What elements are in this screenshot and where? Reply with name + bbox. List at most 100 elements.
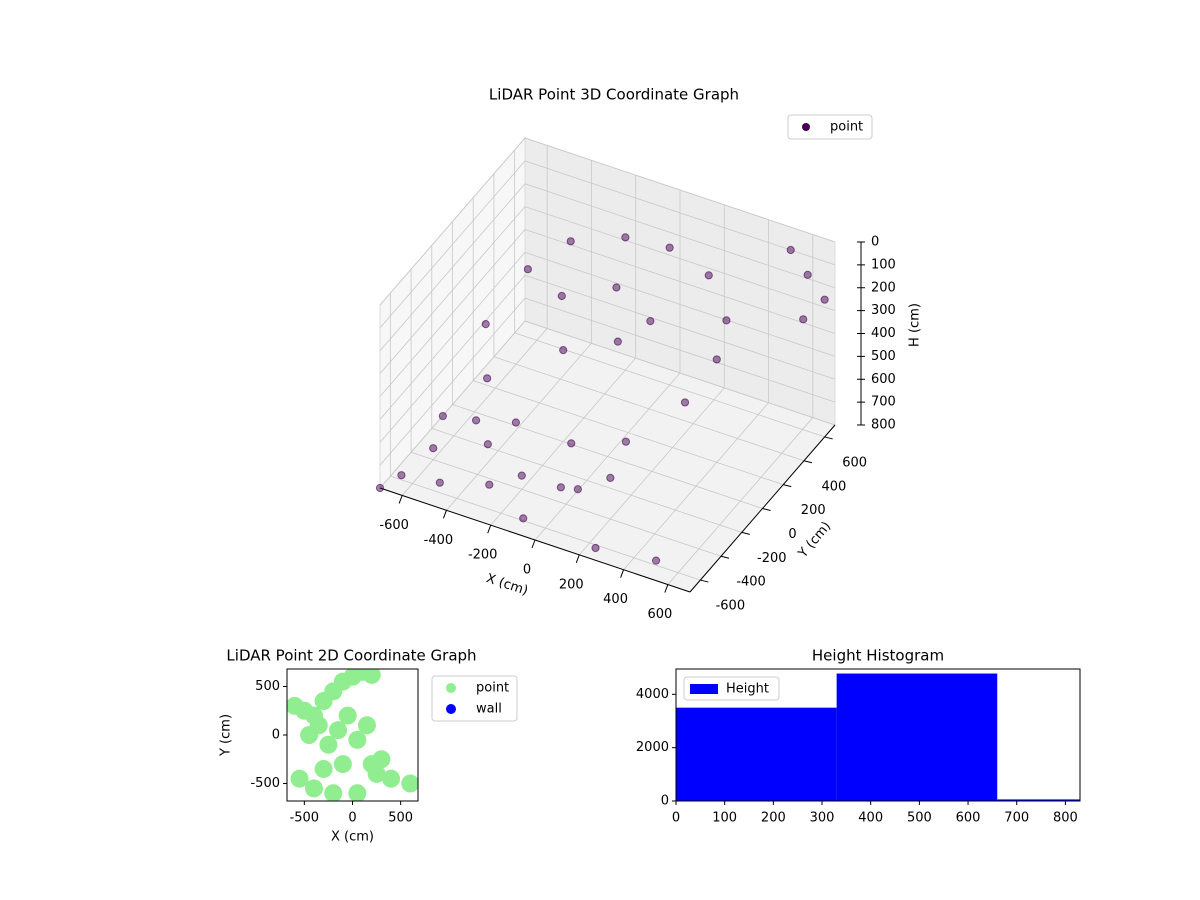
grid-line bbox=[410, 451, 722, 557]
z-tick-label: 700 bbox=[871, 395, 896, 410]
point bbox=[333, 755, 352, 774]
point bbox=[722, 316, 731, 325]
y-tick bbox=[783, 484, 792, 488]
grid-line bbox=[524, 274, 836, 380]
point bbox=[367, 764, 386, 783]
x-tick-label: 0 bbox=[348, 811, 356, 826]
point bbox=[348, 730, 367, 749]
x-tick-label: 700 bbox=[1004, 811, 1029, 826]
point bbox=[429, 444, 438, 453]
x-tick-label: -500 bbox=[290, 811, 320, 826]
y-tick-label: -200 bbox=[757, 551, 787, 566]
y-tick-label: 500 bbox=[255, 679, 280, 694]
point bbox=[567, 439, 576, 448]
y-tick-label: 200 bbox=[801, 503, 826, 518]
chart-title: LiDAR Point 2D Coordinate Graph bbox=[226, 647, 476, 665]
point bbox=[523, 265, 532, 274]
grid-line bbox=[473, 380, 784, 486]
grid-line bbox=[379, 274, 526, 443]
x-tick-label: 300 bbox=[810, 811, 835, 826]
y-tick-label: 0 bbox=[661, 794, 669, 809]
point bbox=[621, 437, 630, 446]
point bbox=[375, 483, 385, 493]
point bbox=[290, 769, 309, 788]
x-tick bbox=[531, 539, 536, 549]
legend-marker bbox=[446, 704, 456, 714]
legend-marker bbox=[690, 684, 718, 694]
legend-label: point bbox=[830, 120, 863, 135]
point bbox=[573, 485, 582, 494]
point bbox=[372, 750, 391, 769]
point bbox=[511, 418, 520, 427]
grid-line bbox=[452, 404, 763, 509]
grid-line bbox=[524, 320, 836, 426]
point bbox=[304, 779, 323, 798]
point bbox=[612, 283, 621, 292]
grid-line bbox=[379, 252, 526, 420]
y-tick-label: 4000 bbox=[636, 687, 669, 702]
x-tick-label: 200 bbox=[761, 811, 786, 826]
x-tick-label: -400 bbox=[424, 533, 454, 548]
point bbox=[483, 374, 492, 383]
point bbox=[319, 735, 338, 754]
grid-line bbox=[379, 160, 526, 329]
x-tick-label: 500 bbox=[907, 811, 932, 826]
y-tick bbox=[824, 436, 833, 440]
x-tick bbox=[664, 584, 669, 593]
chart-title: Height Histogram bbox=[812, 647, 944, 665]
legend-marker bbox=[446, 683, 456, 693]
x-tick-label: 100 bbox=[712, 811, 737, 826]
bar bbox=[997, 799, 1080, 801]
y-axis bbox=[689, 424, 836, 593]
grid-line bbox=[524, 183, 836, 289]
point bbox=[324, 784, 343, 801]
grid-line bbox=[524, 251, 836, 357]
x-tick bbox=[487, 524, 492, 534]
point bbox=[382, 769, 401, 788]
grid-line bbox=[379, 297, 526, 466]
grid-line bbox=[379, 206, 526, 374]
y-tick-label: 0 bbox=[788, 527, 796, 542]
z-tick-label: 200 bbox=[871, 280, 896, 295]
y-axis-label: Y (cm) bbox=[219, 714, 234, 757]
point bbox=[397, 471, 406, 480]
point bbox=[435, 478, 444, 487]
y-tick-label: 2000 bbox=[636, 740, 669, 755]
x-tick-label: 800 bbox=[1053, 811, 1078, 826]
point bbox=[348, 784, 367, 801]
z-tick-label: 400 bbox=[871, 326, 896, 341]
grid-line bbox=[431, 427, 742, 533]
point bbox=[557, 291, 566, 301]
bar bbox=[836, 673, 998, 801]
point bbox=[517, 471, 526, 480]
point bbox=[704, 271, 713, 280]
y-tick bbox=[803, 460, 813, 464]
point bbox=[621, 233, 630, 242]
point bbox=[485, 480, 494, 489]
y-axis-label: Y (cm) bbox=[795, 519, 834, 562]
x-tick-label: 0 bbox=[523, 563, 531, 578]
x-tick-label: 200 bbox=[559, 577, 584, 592]
point bbox=[471, 416, 481, 425]
x-tick bbox=[575, 554, 580, 564]
point bbox=[803, 270, 812, 279]
grid-line bbox=[493, 356, 805, 462]
chart-title: LiDAR Point 3D Coordinate Graph bbox=[489, 86, 739, 104]
grid-line bbox=[390, 475, 701, 581]
point bbox=[591, 543, 600, 553]
plot-area bbox=[676, 673, 1080, 801]
z-axis-label: H (cm) bbox=[908, 303, 923, 347]
z-tick-label: 800 bbox=[871, 418, 896, 433]
point bbox=[401, 774, 418, 793]
point bbox=[665, 243, 674, 252]
point bbox=[357, 716, 376, 735]
grid-line bbox=[379, 183, 526, 352]
legend-label: Height bbox=[726, 682, 769, 697]
axes-frame bbox=[675, 668, 1081, 802]
y-tick-label: 400 bbox=[822, 479, 847, 494]
point bbox=[680, 398, 690, 407]
y-tick-label: 600 bbox=[842, 455, 867, 470]
grid-line bbox=[524, 160, 836, 266]
point bbox=[556, 483, 565, 492]
point bbox=[314, 759, 333, 778]
